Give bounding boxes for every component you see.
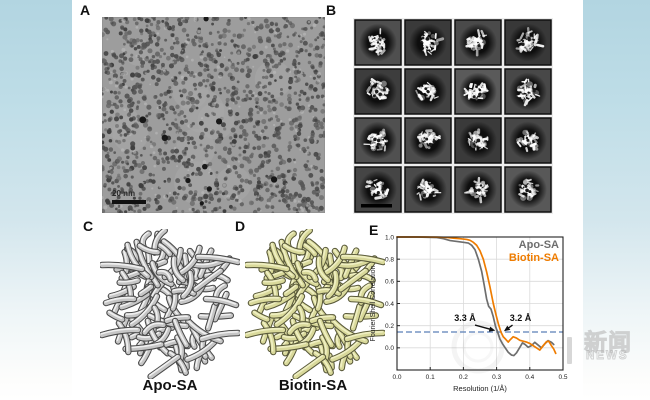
svg-text:0.5: 0.5	[558, 374, 567, 381]
biotin-density-map	[245, 229, 385, 379]
panel-c-label: C	[83, 218, 94, 234]
svg-text:0.6: 0.6	[385, 279, 394, 286]
panel-e-label: E	[369, 222, 379, 238]
svg-text:0.0: 0.0	[385, 345, 394, 352]
scale-bar-label: 20 nm	[112, 189, 136, 198]
svg-text:Resolution (1/Å): Resolution (1/Å)	[453, 384, 507, 393]
svg-text:0.2: 0.2	[385, 323, 394, 330]
svg-text:0.4: 0.4	[525, 374, 534, 381]
watermark-en: NEWS	[586, 350, 629, 363]
panel-d-label: D	[235, 218, 246, 234]
watermark-divider	[567, 337, 572, 364]
svg-text:0.8: 0.8	[385, 256, 394, 263]
svg-text:Biotin-SA: Biotin-SA	[509, 252, 559, 264]
fsc-chart: 0.0 0.1 0.2 0.3 0.4 0.5 0.0 0.2 0.4 0.6 0.8 1.0 Reso…	[370, 234, 568, 393]
panel-b-label: B	[326, 2, 337, 18]
svg-text:3.2 Å: 3.2 Å	[510, 313, 532, 323]
left-border-band	[0, 0, 72, 400]
right-border-band	[583, 0, 650, 400]
scale-bar	[112, 200, 146, 204]
apo-caption: Apo-SA	[142, 377, 198, 394]
svg-text:Apo-SA: Apo-SA	[519, 239, 559, 251]
svg-text:3.3 Å: 3.3 Å	[454, 313, 476, 323]
tem-micrograph	[102, 17, 325, 213]
apo-density-map	[100, 229, 240, 379]
class-averages-grid	[353, 18, 553, 214]
svg-text:1.0: 1.0	[385, 234, 394, 241]
watermark-cn: 新闻	[584, 329, 632, 356]
svg-text:0.4: 0.4	[385, 301, 394, 308]
panel-a-label: A	[80, 2, 91, 18]
svg-text:0.1: 0.1	[426, 374, 435, 381]
svg-text:0.3: 0.3	[492, 374, 501, 381]
biotin-caption: Biotin-SA	[278, 377, 348, 394]
svg-text:Fourier Shell Correlation: Fourier Shell Correlation	[370, 265, 377, 341]
svg-text:0.2: 0.2	[459, 374, 468, 381]
svg-text:0.0: 0.0	[392, 374, 401, 381]
